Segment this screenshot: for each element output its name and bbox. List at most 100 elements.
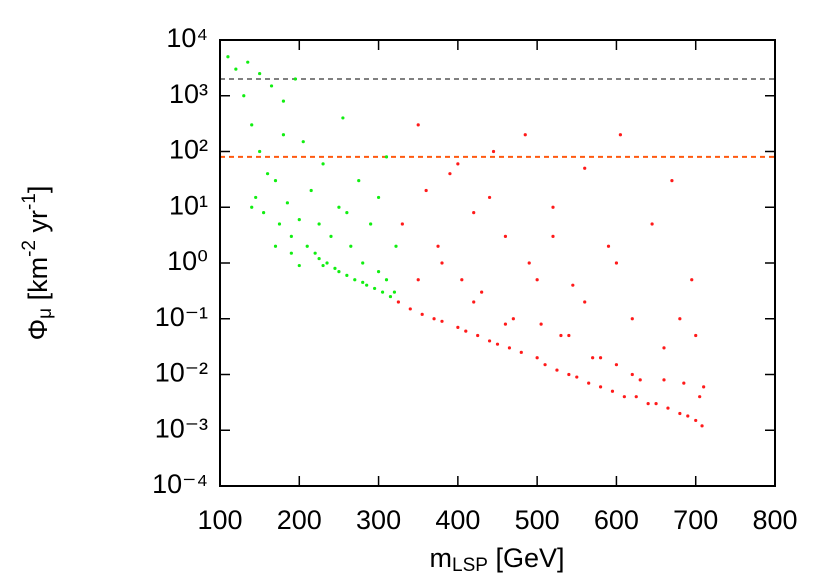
point [293, 77, 297, 81]
y-tick-label: 10⁻¹ [155, 302, 208, 332]
point [420, 312, 424, 316]
x-tick-label: 100 [197, 505, 242, 535]
point [394, 244, 398, 248]
point [523, 133, 527, 137]
point [519, 350, 523, 354]
x-tick-label: 500 [515, 505, 560, 535]
plot-frame [219, 39, 776, 487]
y-tick-label: 10⁰ [167, 246, 208, 276]
point [571, 283, 575, 287]
point [440, 261, 444, 265]
point [424, 188, 428, 193]
point [535, 278, 539, 282]
point [555, 368, 559, 372]
x-axis-label: mLSP [GeV] [430, 543, 565, 576]
point [289, 234, 293, 239]
point [345, 211, 349, 215]
point [539, 322, 543, 326]
point [480, 290, 484, 294]
point [242, 94, 246, 98]
point [646, 402, 650, 406]
y-tick-label: 10⁻³ [155, 413, 208, 443]
point [630, 372, 634, 377]
point [456, 162, 460, 166]
point [250, 123, 254, 127]
point [567, 333, 571, 338]
y-label-part: -2 [19, 240, 40, 257]
point [234, 67, 238, 71]
point [329, 234, 333, 239]
point [634, 395, 638, 399]
point [487, 339, 492, 343]
point [361, 261, 365, 265]
y-label-part: -1 [19, 193, 40, 210]
point [400, 222, 404, 226]
x-tick-label: 700 [673, 505, 718, 535]
y-tick-label: 10⁻⁴ [152, 469, 208, 499]
x-label-part: m [430, 543, 453, 573]
point [376, 270, 381, 274]
point [638, 378, 642, 382]
point [416, 278, 420, 282]
point [591, 356, 595, 360]
point [606, 244, 611, 248]
point [690, 278, 694, 282]
point [408, 307, 412, 311]
point [357, 179, 361, 183]
point [666, 406, 670, 410]
y-label-part: ] [23, 186, 53, 194]
point [309, 188, 313, 193]
point [678, 411, 682, 416]
point [361, 280, 365, 284]
point [333, 266, 337, 271]
point [694, 333, 698, 338]
point [353, 278, 357, 282]
point [686, 414, 690, 418]
point [700, 424, 704, 428]
point [698, 395, 702, 399]
point [384, 155, 389, 159]
point [365, 283, 369, 287]
x-tick-label: 300 [356, 505, 401, 535]
point [281, 99, 286, 103]
point [618, 133, 622, 137]
point [337, 205, 341, 209]
point [622, 395, 626, 399]
x-tick-label: 600 [594, 505, 639, 535]
point [265, 172, 270, 176]
point [662, 378, 666, 382]
point [345, 273, 349, 277]
point [436, 244, 440, 248]
point [662, 346, 666, 350]
point [341, 116, 345, 120]
point [392, 290, 397, 294]
point [321, 162, 325, 166]
point [583, 300, 587, 304]
point [543, 363, 547, 367]
point [317, 222, 321, 226]
y-label-part: Φ [23, 319, 53, 341]
point [337, 270, 341, 274]
point [472, 211, 476, 215]
x-label-part: LSP [452, 555, 488, 576]
point [456, 325, 460, 329]
point [226, 55, 230, 59]
point [551, 234, 555, 239]
point [654, 402, 658, 406]
point [598, 385, 603, 389]
x-tick-label: 200 [277, 505, 322, 535]
point [567, 372, 571, 377]
point [460, 278, 464, 282]
y-tick-label: 10³ [169, 79, 208, 109]
point [250, 205, 254, 209]
point [325, 261, 329, 265]
point [273, 179, 278, 183]
point [448, 172, 452, 176]
point [575, 375, 579, 379]
point [472, 300, 476, 304]
point [305, 244, 309, 248]
point [289, 251, 293, 255]
point [682, 381, 686, 385]
y-label-part: [km [23, 257, 53, 308]
